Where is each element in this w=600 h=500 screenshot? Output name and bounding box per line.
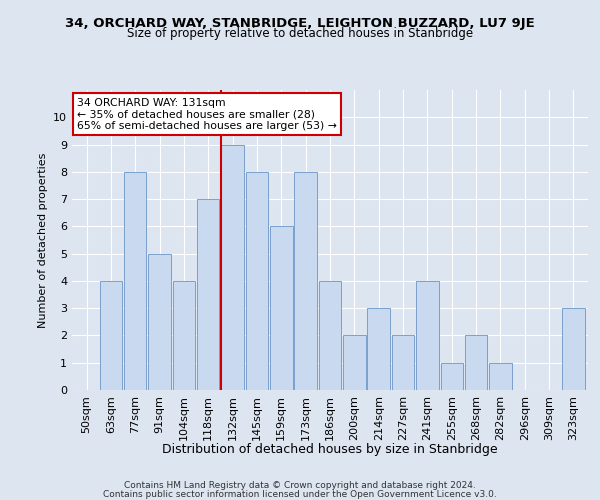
Text: Contains public sector information licensed under the Open Government Licence v3: Contains public sector information licen… [103,490,497,499]
Bar [197,199,220,390]
Bar [246,172,268,390]
Bar [440,362,463,390]
Bar [148,254,171,390]
Bar [343,336,365,390]
Bar [173,281,195,390]
Text: Distribution of detached houses by size in Stanbridge: Distribution of detached houses by size … [162,442,498,456]
Text: 34 ORCHARD WAY: 131sqm
← 35% of detached houses are smaller (28)
65% of semi-det: 34 ORCHARD WAY: 131sqm ← 35% of detached… [77,98,337,130]
Bar [319,281,341,390]
Y-axis label: Number of detached properties: Number of detached properties [38,152,47,328]
Bar [465,336,487,390]
Text: Contains HM Land Registry data © Crown copyright and database right 2024.: Contains HM Land Registry data © Crown c… [124,481,476,490]
Bar [489,362,512,390]
Bar [416,281,439,390]
Bar [270,226,293,390]
Bar [100,281,122,390]
Text: 34, ORCHARD WAY, STANBRIDGE, LEIGHTON BUZZARD, LU7 9JE: 34, ORCHARD WAY, STANBRIDGE, LEIGHTON BU… [65,18,535,30]
Bar [562,308,584,390]
Text: Size of property relative to detached houses in Stanbridge: Size of property relative to detached ho… [127,28,473,40]
Bar [221,144,244,390]
Bar [124,172,146,390]
Bar [367,308,390,390]
Bar [295,172,317,390]
Bar [392,336,414,390]
